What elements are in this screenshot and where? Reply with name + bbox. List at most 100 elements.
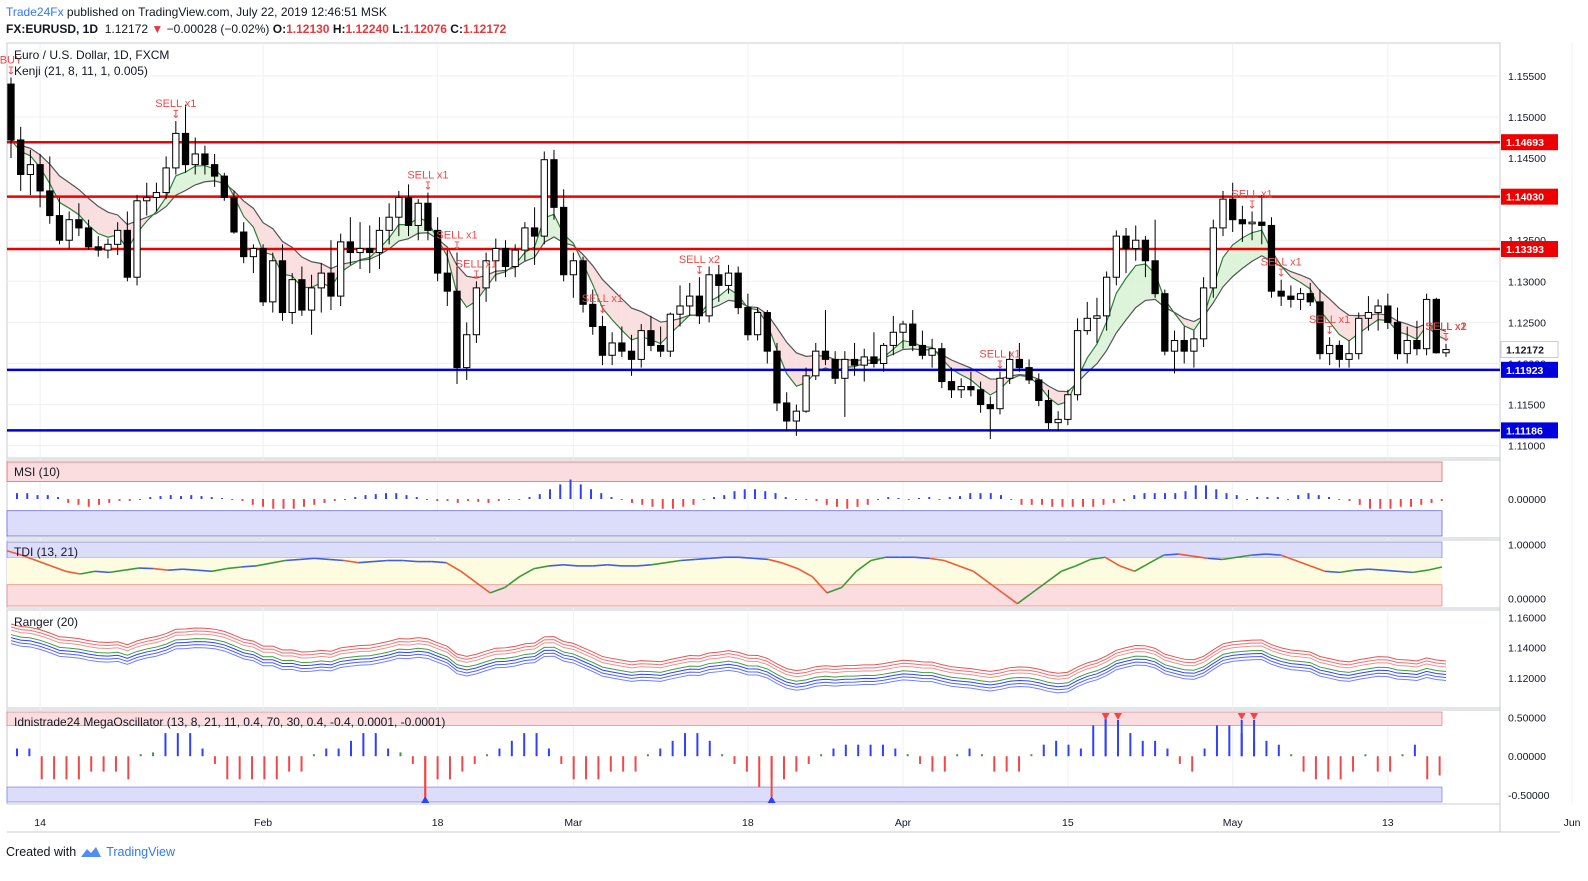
tdi-line-segment — [1090, 556, 1106, 561]
candle-body — [1083, 317, 1091, 332]
candle-body — [7, 83, 15, 141]
down-arrow-icon: ▼ — [151, 22, 164, 36]
signal-arrow-icon: ↧ — [1277, 268, 1286, 280]
signal-label: BUY — [0, 55, 23, 67]
tdi-line-segment — [285, 558, 300, 562]
candle-body — [560, 206, 568, 276]
signal-label: SELL x1 — [1261, 257, 1302, 269]
kenji-band-segment — [1319, 290, 1330, 323]
candle-body — [123, 229, 132, 278]
candle-body — [695, 295, 704, 317]
candle-body — [550, 159, 558, 208]
footer: Created with TradingView — [6, 845, 175, 859]
time-axis-label: May — [1223, 817, 1244, 829]
price-axis-label: 1.12500 — [1508, 317, 1546, 329]
candle-body — [889, 331, 897, 346]
candle-body — [424, 202, 432, 231]
candle-body — [666, 313, 674, 352]
tdi-line-segment — [841, 570, 857, 589]
candle-body — [269, 260, 277, 303]
candle-body — [404, 196, 413, 226]
kenji-band-segment — [1329, 299, 1340, 335]
tdi-line-segment — [943, 559, 960, 567]
candle-body — [1364, 312, 1373, 319]
candle-body — [181, 132, 190, 166]
candle-body — [1025, 367, 1033, 381]
last-price: 1.12172 — [104, 22, 149, 36]
kenji-band-segment — [1242, 232, 1253, 269]
mega-axis-label: 0.00000 — [1508, 751, 1546, 763]
kenji-band-segment — [786, 342, 797, 387]
tdi-line-segment — [1251, 553, 1267, 556]
created-with-text: Created with — [6, 845, 77, 859]
resistance-level-tag — [1501, 188, 1558, 205]
tdi-line-segment — [607, 564, 623, 567]
time-axis-label: Jun — [1564, 817, 1581, 829]
tdi-line-segment — [739, 556, 754, 560]
high-value: 1.12240 — [345, 22, 389, 36]
tdi-line-segment — [592, 564, 608, 567]
candle-body — [589, 303, 597, 328]
msi-title: MSI (10) — [14, 465, 60, 479]
candle-body — [46, 190, 54, 217]
candle-body — [792, 410, 801, 422]
tdi-line-segment — [94, 570, 110, 574]
kenji-band-segment — [612, 289, 622, 331]
candle-body — [928, 348, 936, 356]
tdi-line-segment — [402, 559, 418, 563]
tdi-lower-zone — [6, 584, 1443, 607]
signal-arrow-icon: ↧ — [1441, 332, 1450, 344]
candle-body — [152, 192, 161, 198]
tradingview-link[interactable]: TradingView — [106, 845, 175, 859]
candle-body — [259, 247, 267, 303]
tdi-line-segment — [1427, 566, 1443, 572]
candle-body — [986, 404, 994, 410]
candle-body — [1102, 276, 1111, 317]
time-axis-label: 18 — [432, 817, 444, 829]
tdi-line-segment — [489, 586, 506, 594]
candle-body — [346, 241, 355, 254]
candle-body — [385, 216, 393, 231]
candle-body — [850, 358, 859, 366]
kenji-band-segment — [602, 279, 613, 320]
candle-body — [879, 344, 888, 364]
candle-body — [909, 323, 917, 346]
tdi-line-segment — [1266, 553, 1281, 556]
mega-up-marker-icon — [767, 796, 776, 803]
tdi-line-segment — [753, 557, 769, 561]
chart-canvas[interactable]: 14Feb18Mar18Apr15May13Jun17Jul151.110001… — [0, 40, 1588, 840]
ranger-band-line — [10, 623, 1447, 674]
candle-body — [1044, 399, 1053, 424]
tdi-line-segment — [958, 565, 974, 573]
tdi-line-segment — [636, 564, 652, 567]
publisher-name[interactable]: Trade24Fx — [6, 5, 64, 19]
candle-body — [414, 202, 422, 226]
signal-label: SELL x2 — [1425, 321, 1466, 333]
tdi-line-segment — [797, 567, 813, 578]
candle-body — [1316, 301, 1324, 355]
candle-body — [783, 402, 791, 422]
candle-body — [172, 132, 180, 169]
tdi-axis-label: 1.00000 — [1508, 539, 1546, 551]
signal-label: SELL x1 — [1309, 314, 1350, 326]
tdi-line-segment — [1280, 554, 1296, 562]
tdi-line-segment — [65, 570, 81, 575]
ranger-title: Ranger (20) — [14, 615, 78, 629]
ranger-band-line — [10, 637, 1447, 688]
tdi-line-segment — [870, 556, 886, 562]
tdi-line-segment — [1354, 568, 1369, 572]
support-level-tag — [1501, 422, 1558, 439]
tdi-line-segment — [270, 559, 286, 564]
tdi-line-segment — [153, 567, 169, 572]
tdi-line-segment — [709, 556, 725, 560]
msi-overbought-zone — [6, 461, 1443, 482]
candle-body — [75, 219, 83, 229]
signal-arrow-icon: ↧ — [6, 66, 15, 78]
kenji-band-segment — [398, 224, 409, 242]
tdi-line-segment — [680, 558, 696, 562]
candle-body — [17, 139, 25, 175]
candle-body — [375, 229, 384, 254]
candle-body — [1403, 339, 1411, 355]
tdi-line-segment — [50, 565, 66, 573]
candle-body — [686, 295, 694, 307]
